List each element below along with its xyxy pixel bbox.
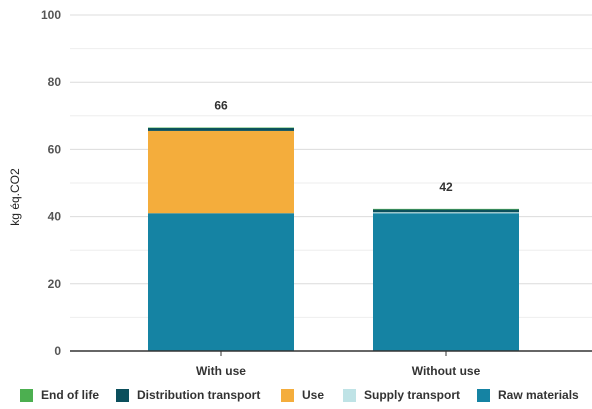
x-axis-baseline — [70, 350, 592, 356]
bar-segment-raw-materials — [148, 213, 294, 351]
legend-label: Distribution transport — [137, 388, 261, 402]
legend-item: Distribution transport — [116, 388, 260, 402]
x-category-label: Without use — [412, 364, 481, 378]
bar-segment-use — [148, 130, 294, 214]
total-label: 42 — [439, 180, 453, 194]
legend-swatch — [116, 388, 129, 402]
legend-item: Raw materials — [477, 388, 579, 402]
bar-segment-end-of-life — [148, 127, 294, 129]
y-axis-label: kg éq.CO2 — [8, 168, 22, 226]
y-tick-label: 0 — [54, 344, 61, 358]
legend-label: Supply transport — [364, 388, 461, 402]
y-tick-label: 80 — [48, 75, 62, 89]
legend-label: Raw materials — [498, 388, 579, 402]
legend-label: Use — [302, 388, 325, 402]
bars — [148, 127, 519, 351]
legend-swatch — [343, 388, 356, 402]
bar-segment-distribution-transport — [148, 127, 294, 131]
legend-item: End of life — [20, 388, 99, 402]
y-tick-label: 100 — [41, 8, 61, 22]
bar-segment-distribution-transport — [373, 209, 519, 213]
legend-label: End of life — [41, 388, 99, 402]
legend-swatch — [20, 388, 33, 402]
legend-item: Supply transport — [343, 388, 460, 402]
total-labels: 66 42 — [214, 99, 453, 194]
bar-segment-end-of-life — [373, 208, 519, 210]
y-tick-label: 60 — [48, 142, 62, 156]
bar-segment-supply-transport — [373, 212, 519, 214]
legend-swatch — [281, 388, 294, 402]
legend-item: Use — [281, 388, 324, 402]
legend: End of life Distribution transport Use Supp… — [0, 388, 592, 408]
x-axis-categories: With use Without use — [196, 364, 481, 378]
y-tick-label: 40 — [48, 210, 62, 224]
y-tick-label: 20 — [48, 277, 62, 291]
bar-segment-raw-materials — [373, 213, 519, 351]
x-category-label: With use — [196, 364, 246, 378]
legend-swatch — [477, 388, 490, 402]
total-label: 66 — [214, 99, 228, 113]
y-axis-ticks: 0 20 40 60 80 100 — [41, 8, 61, 358]
